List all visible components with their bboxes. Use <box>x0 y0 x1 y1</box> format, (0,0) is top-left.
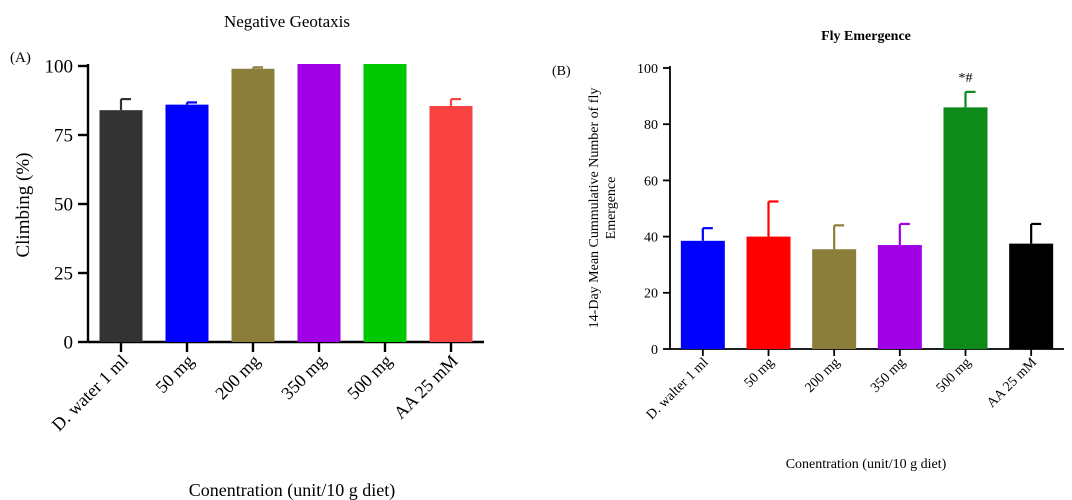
panel-a-x-tick-label: 50 mg <box>152 351 198 397</box>
panel-b-x-tick-label: D. walter 1 ml <box>644 355 712 423</box>
panel-b-plot: 0 20 40 60 80 100 D. walter 1 ml 50 mg 200 mg 350… <box>637 62 1064 423</box>
panel-b-ylabel-line-1: 14-Day Mean Cummulative Number of fly <box>587 88 602 329</box>
panel-b-x-tick-label: 50 mg <box>742 355 778 391</box>
panel-a-bar <box>297 66 341 342</box>
panel-b-x-tick-label: 350 mg <box>868 355 909 396</box>
panel-b-y-tick-label: 0 <box>651 343 658 358</box>
panel-a-label: (A) <box>10 50 31 66</box>
panel-a-x-tick-label: 200 mg <box>211 351 264 404</box>
panel-b-y-tick-label: 60 <box>644 174 658 189</box>
panel-a-y-tick-label: 75 <box>54 126 73 147</box>
panel-a-y-tick-label: 50 <box>54 195 73 216</box>
panel-a-bar <box>165 104 209 342</box>
panel-b-bar <box>680 240 725 349</box>
panel-a-x-tick-label: AA 25 mM <box>390 351 462 423</box>
panel-b-ylabel-line-2: Emergence <box>604 177 619 240</box>
panel-b-title: Fly Emergence <box>821 29 911 44</box>
panel-b-y-tick-label: 20 <box>644 287 658 302</box>
panel-a-bar <box>99 110 143 342</box>
panel-b-bar <box>746 236 791 349</box>
panel-a-ylabel: Climbing (%) <box>13 152 34 257</box>
panel-a-xlabel: Conentration (unit/10 g diet) <box>189 480 395 500</box>
panel-a-bar <box>429 106 473 343</box>
panel-b-y-tick-label: 40 <box>644 231 658 246</box>
panel-a-y-tick-label: 25 <box>54 264 73 285</box>
panel-b-x-tick-label: AA 25 mM <box>984 355 1040 411</box>
panel-b-x-tick-label: 200 mg <box>802 355 843 396</box>
panel-b-bar <box>943 107 988 349</box>
panel-b-y-tick-label: 100 <box>637 62 658 77</box>
panel-a: Negative Geotaxis (A) Climbing (%) Conen… <box>10 12 484 500</box>
panel-b-bar <box>1009 243 1054 349</box>
panel-b-label: (B) <box>552 64 571 79</box>
panel-a-y-tick-label: 0 <box>64 333 74 354</box>
panel-a-y-tick-label: 100 <box>45 57 74 78</box>
panel-b-y-tick-label: 80 <box>644 118 658 133</box>
panel-a-title: Negative Geotaxis <box>224 12 350 31</box>
panel-a-bar <box>231 68 275 342</box>
panel-b-annotation: *# <box>959 71 973 86</box>
panel-b-bar <box>877 245 922 349</box>
panel-a-x-tick-label: 500 mg <box>343 351 396 404</box>
panel-b: Fly Emergence (B) 14-Day Mean Cummulativ… <box>552 29 1064 472</box>
panel-b-ylabel: 14-Day Mean Cummulative Number of fly Em… <box>587 88 619 329</box>
panel-b-xlabel: Conentration (unit/10 g diet) <box>786 457 947 472</box>
panel-b-x-tick-label: 500 mg <box>934 355 975 396</box>
panel-a-x-tick-label: D. water 1 ml <box>48 351 132 435</box>
panel-a-bar <box>363 66 407 342</box>
panel-a-x-tick-label: 350 mg <box>277 351 330 404</box>
panel-b-bar <box>812 249 857 349</box>
panel-a-plot: 0 25 50 75 100 D. water 1 ml 50 mg 200 mg 350 mg… <box>45 57 484 435</box>
